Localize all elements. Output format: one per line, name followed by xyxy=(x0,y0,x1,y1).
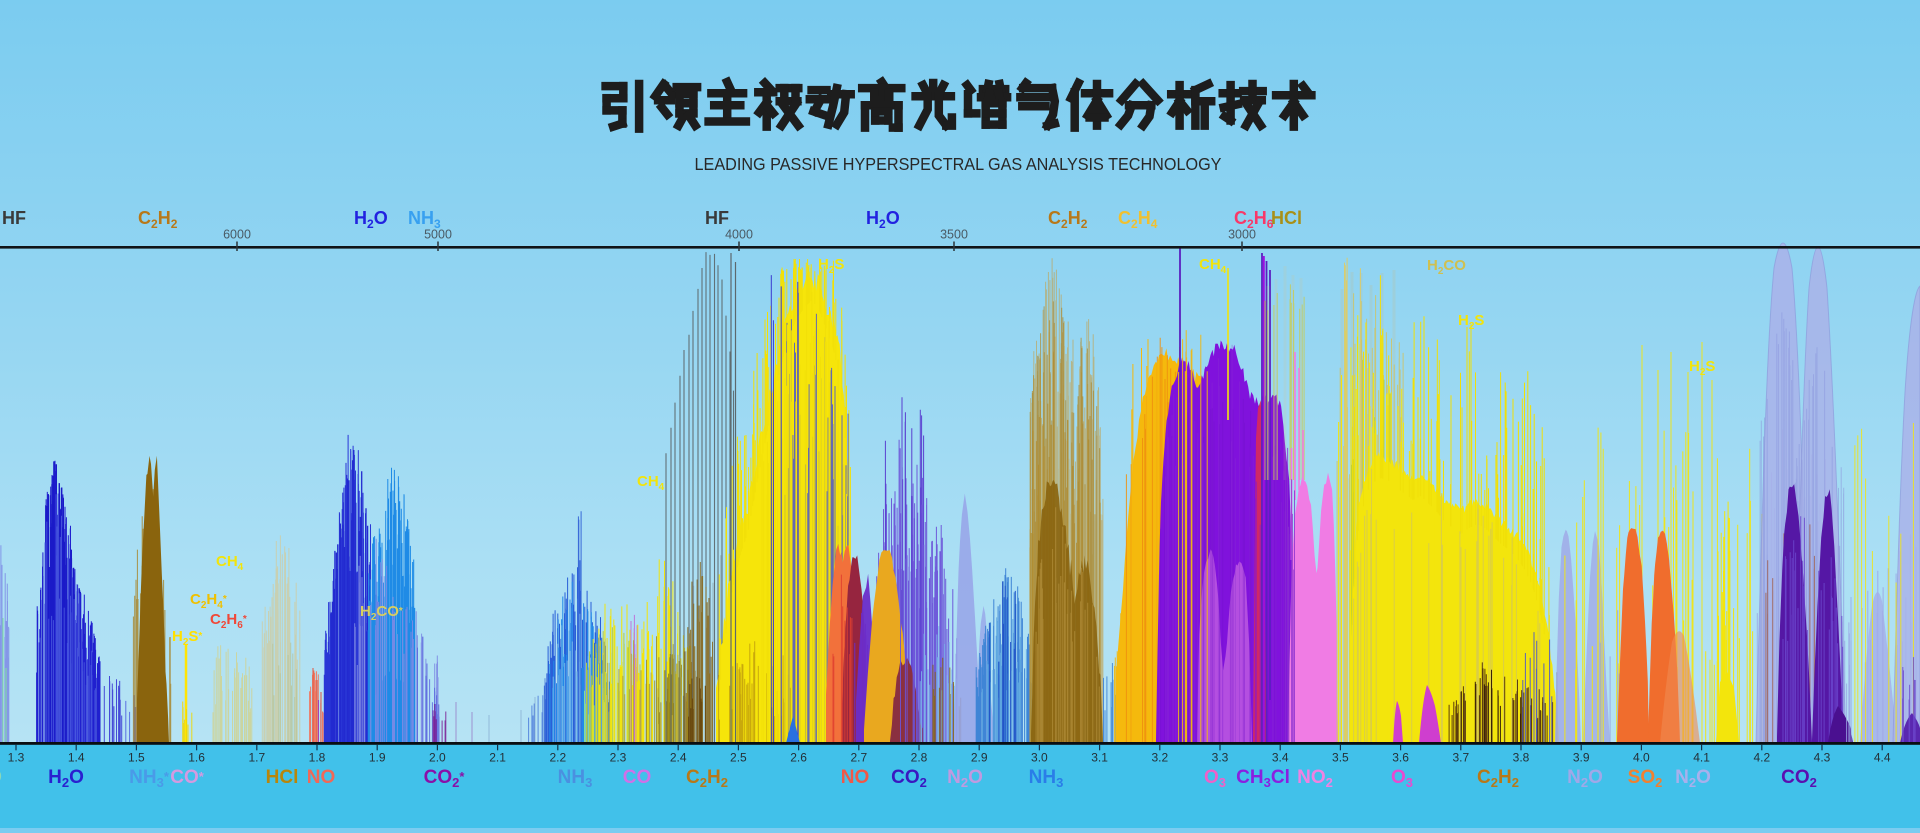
svg-text:C2​H6​: C2​H6​ xyxy=(1234,208,1274,231)
svg-text:SO2​: SO2​ xyxy=(1628,767,1663,790)
svg-text:3.7: 3.7 xyxy=(1452,751,1469,765)
svg-text:4.4: 4.4 xyxy=(1874,751,1891,765)
svg-text:3500: 3500 xyxy=(940,228,968,242)
svg-text:3.6: 3.6 xyxy=(1392,751,1409,765)
svg-text:NO2​: NO2​ xyxy=(1297,767,1333,790)
svg-text:CH4​: CH4​ xyxy=(1199,256,1227,276)
svg-text:HCl: HCl xyxy=(1271,208,1302,228)
svg-text:LEADING PASSIVE HYPERSPECTRAL: LEADING PASSIVE HYPERSPECTRAL GAS ANALYS… xyxy=(695,154,1222,174)
svg-text:1.6: 1.6 xyxy=(188,751,205,765)
svg-text:1.8: 1.8 xyxy=(309,751,326,765)
svg-text:NH3​: NH3​ xyxy=(558,767,593,790)
svg-text:H2​O: H2​O xyxy=(866,208,900,231)
svg-text:C2​H2​: C2​H2​ xyxy=(1477,767,1519,790)
svg-text:NH3​*​: NH3​*​ xyxy=(129,767,170,790)
svg-text:2.7: 2.7 xyxy=(850,751,867,765)
svg-text:NH3​: NH3​ xyxy=(1029,767,1064,790)
svg-text:4.3: 4.3 xyxy=(1814,751,1831,765)
svg-text:2.0: 2.0 xyxy=(429,751,446,765)
svg-text:2.9: 2.9 xyxy=(971,751,988,765)
svg-text:2.8: 2.8 xyxy=(911,751,928,765)
svg-text:4.0: 4.0 xyxy=(1633,751,1650,765)
svg-text:C2​H2​: C2​H2​ xyxy=(1048,208,1088,231)
svg-text:HF: HF xyxy=(2,208,26,228)
svg-text:HCl: HCl xyxy=(266,767,299,788)
svg-text:5000: 5000 xyxy=(424,228,452,242)
svg-text:H2​CO*​: H2​CO*​ xyxy=(360,603,403,623)
svg-text:3.3: 3.3 xyxy=(1212,751,1229,765)
svg-text:2.4: 2.4 xyxy=(670,751,687,765)
svg-text:1.9: 1.9 xyxy=(369,751,386,765)
svg-text:3.5: 3.5 xyxy=(1332,751,1349,765)
svg-text:CO: CO xyxy=(623,767,652,788)
svg-text:3.1: 3.1 xyxy=(1091,751,1108,765)
svg-text:H2​S*​: H2​S*​ xyxy=(172,628,202,648)
svg-text:CO2​: CO2​ xyxy=(891,767,927,790)
svg-text:1.3: 1.3 xyxy=(8,751,25,765)
svg-text:CO*​: CO*​ xyxy=(170,767,205,788)
svg-text:CH4​: CH4​ xyxy=(637,473,665,493)
svg-text:3.2: 3.2 xyxy=(1151,751,1168,765)
svg-text:N2​O: N2​O xyxy=(947,767,983,790)
svg-text:3000: 3000 xyxy=(1228,228,1256,242)
svg-text:HF: HF xyxy=(705,208,729,228)
svg-text:1.7: 1.7 xyxy=(248,751,265,765)
svg-text:N2​O: N2​O xyxy=(1567,767,1603,790)
svg-text:2.1: 2.1 xyxy=(489,751,506,765)
svg-text:C2​H2​: C2​H2​ xyxy=(138,208,178,231)
svg-text:H2​O: H2​O xyxy=(354,208,388,231)
svg-text:1.5: 1.5 xyxy=(128,751,145,765)
svg-text:3.8: 3.8 xyxy=(1513,751,1530,765)
svg-text:4.2: 4.2 xyxy=(1753,751,1770,765)
svg-text:NO: NO xyxy=(841,767,870,788)
svg-text:3.4: 3.4 xyxy=(1272,751,1289,765)
svg-text:3.0: 3.0 xyxy=(1031,751,1048,765)
svg-text:NH3​: NH3​ xyxy=(408,208,441,231)
svg-text:CO2​*​: CO2​*​ xyxy=(424,767,466,790)
svg-text:1.4: 1.4 xyxy=(68,751,85,765)
svg-text:N2​O: N2​O xyxy=(0,767,2,790)
svg-text:N2​O: N2​O xyxy=(1675,767,1711,790)
svg-text:2.3: 2.3 xyxy=(610,751,627,765)
svg-text:H2​S: H2​S xyxy=(1689,358,1715,378)
svg-text:H2​S: H2​S xyxy=(818,256,844,276)
svg-text:CH4​: CH4​ xyxy=(216,553,244,573)
svg-text:6000: 6000 xyxy=(223,228,251,242)
svg-text:2.6: 2.6 xyxy=(790,751,807,765)
svg-text:NO: NO xyxy=(307,767,336,788)
svg-text:4.1: 4.1 xyxy=(1693,751,1710,765)
svg-text:C2​H2​: C2​H2​ xyxy=(686,767,728,790)
svg-text:H2​O: H2​O xyxy=(48,767,84,790)
svg-text:3.9: 3.9 xyxy=(1573,751,1590,765)
svg-text:H2​CO: H2​CO xyxy=(1427,257,1466,277)
svg-text:2.5: 2.5 xyxy=(730,751,747,765)
svg-text:H2​S: H2​S xyxy=(1458,312,1484,332)
svg-text:CO2​: CO2​ xyxy=(1781,767,1817,790)
svg-text:2.2: 2.2 xyxy=(549,751,566,765)
svg-text:C2​H4​: C2​H4​ xyxy=(1118,208,1158,231)
svg-text:CH3​Cl: CH3​Cl xyxy=(1236,767,1290,790)
svg-text:4000: 4000 xyxy=(725,228,753,242)
